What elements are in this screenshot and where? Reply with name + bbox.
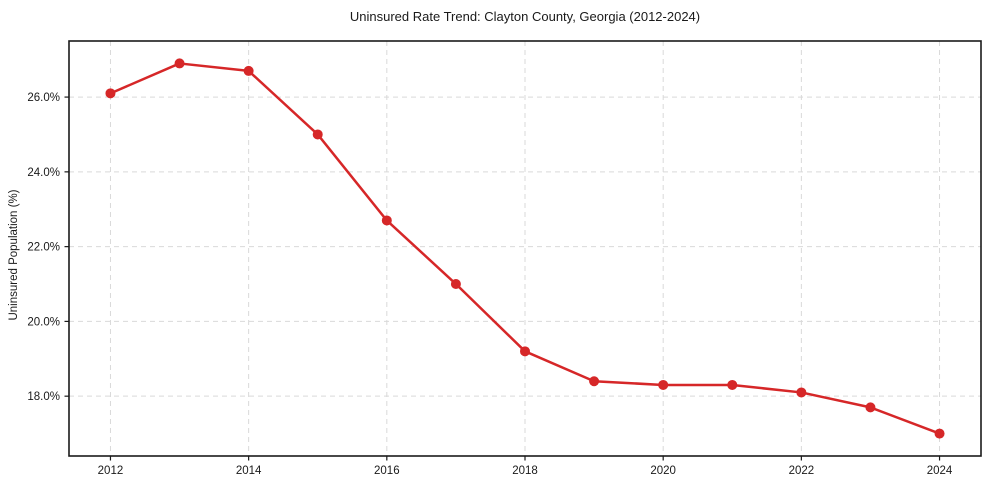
- x-tick-label: 2018: [512, 465, 538, 477]
- data-point-marker: [520, 346, 530, 357]
- data-point-marker: [589, 376, 600, 387]
- tick-marks: [64, 96, 941, 461]
- data-point-marker: [450, 279, 461, 290]
- data-point-marker: [658, 379, 669, 390]
- y-tick-label: 20.0%: [27, 316, 60, 328]
- x-tick-label: 2020: [650, 465, 676, 477]
- x-tick-label: 2014: [236, 465, 262, 477]
- grid-lines: [69, 41, 981, 456]
- y-tick-label: 22.0%: [27, 242, 60, 254]
- data-point-marker: [865, 402, 876, 413]
- data-point-marker: [796, 387, 807, 398]
- y-tick-label: 18.0%: [27, 391, 60, 403]
- tick-labels: 2012 2014 2016 2018 2020 2022 2024 18.0% 20.0% 22…: [27, 92, 953, 477]
- y-tick-label: 24.0%: [27, 167, 60, 179]
- chart-title: Uninsured Rate Trend: Clayton County, Ge…: [349, 9, 701, 24]
- data-point-marker: [727, 379, 738, 390]
- data-point-marker: [381, 215, 392, 226]
- data-point-marker: [174, 58, 185, 69]
- data-point-marker: [243, 65, 254, 76]
- data-point-marker: [105, 88, 116, 99]
- data-point-marker: [312, 129, 323, 140]
- y-tick-label: 26.0%: [27, 92, 60, 104]
- x-tick-label: 2022: [789, 465, 815, 477]
- data-point-marker: [934, 428, 945, 439]
- x-tick-label: 2012: [98, 465, 124, 477]
- data-series: [105, 58, 945, 439]
- x-tick-label: 2024: [927, 465, 953, 477]
- x-tick-label: 2016: [374, 465, 400, 477]
